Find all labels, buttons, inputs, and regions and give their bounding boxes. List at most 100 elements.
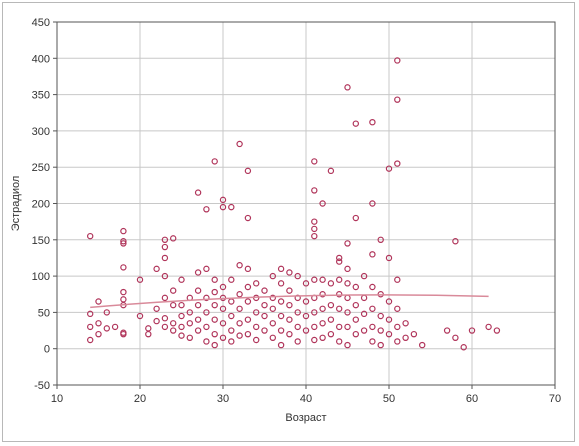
scatter-point <box>402 320 409 327</box>
scatter-point <box>319 200 326 207</box>
scatter-point <box>327 301 335 309</box>
scatter-point <box>394 160 401 167</box>
scatter-point <box>443 327 451 334</box>
scatter-point <box>302 298 310 305</box>
scatter-point <box>219 334 227 342</box>
scatter-point <box>269 294 276 302</box>
scatter-point <box>252 280 260 287</box>
scatter-point <box>319 276 326 283</box>
scatter-point <box>244 265 252 273</box>
scatter-point <box>319 291 326 298</box>
scatter-point <box>352 330 359 338</box>
y-tick-label: 150 <box>32 235 50 247</box>
scatter-point <box>244 214 252 222</box>
scatter-point <box>211 341 218 349</box>
scatter-point <box>369 118 376 126</box>
scatter-chart: 10 20 30 40 50 60 70 -50 0 50 100 150 200 250 300 350 40… <box>10 17 561 424</box>
scatter-point <box>493 327 501 334</box>
scatter-point <box>302 327 310 334</box>
scatter-point <box>377 236 384 243</box>
scatter-point <box>269 305 276 312</box>
scatter-point <box>369 200 376 207</box>
x-tick-label: 10 <box>51 393 63 405</box>
scatter-point <box>269 334 276 342</box>
scatter-point <box>252 336 260 344</box>
scatter-point <box>261 312 268 320</box>
scatter-point <box>194 287 202 294</box>
scatter-point <box>86 232 94 240</box>
scatter-point <box>311 336 318 344</box>
scatter-point <box>352 214 359 222</box>
scatter-point <box>336 305 343 312</box>
x-tick-label: 60 <box>466 393 478 405</box>
scatter-point <box>103 325 111 332</box>
scatter-point <box>319 305 326 312</box>
scatter-point <box>336 323 343 331</box>
scatter-point <box>369 323 376 331</box>
scatter-point <box>120 296 127 303</box>
scatter-point <box>369 251 376 258</box>
scatter-point <box>286 287 293 294</box>
scatter-point <box>286 301 293 309</box>
y-axis-title: Эстрадиол <box>10 176 22 232</box>
scatter-point <box>385 330 393 338</box>
y-tick-label: -50 <box>34 380 50 392</box>
scatter-point <box>377 327 384 334</box>
scatter-point <box>336 291 343 298</box>
scatter-point <box>336 254 343 262</box>
y-tick-label: 50 <box>38 307 50 319</box>
scatter-point <box>302 312 310 320</box>
scatter-point <box>186 320 193 327</box>
scatter-point <box>203 323 210 331</box>
scatter-point <box>169 235 177 242</box>
y-tick-label: 350 <box>32 90 50 102</box>
scatter-point <box>161 243 169 251</box>
scatter-point <box>269 272 276 280</box>
scatter-point <box>485 323 492 331</box>
scatter-point <box>145 330 152 338</box>
scatter-point <box>294 338 301 345</box>
scatter-point <box>327 330 335 338</box>
x-tick-label: 40 <box>300 393 312 405</box>
scatter-point <box>311 309 318 316</box>
scatter-point <box>319 334 326 342</box>
scatter-point <box>452 334 459 342</box>
scatter-point <box>385 165 393 172</box>
scatter-point <box>311 232 318 240</box>
scatter-point <box>211 158 218 165</box>
scatter-point <box>344 309 351 316</box>
scatter-point <box>360 327 368 334</box>
scatter-point <box>261 301 268 309</box>
scatter-point <box>95 298 102 305</box>
y-tick-label: 300 <box>32 126 50 138</box>
scatter-point <box>211 316 218 323</box>
x-axis-title: Возраст <box>285 412 326 424</box>
scatter-point <box>178 301 185 309</box>
scatter-point <box>228 312 235 320</box>
scatter-point <box>344 341 351 349</box>
scatter-point <box>136 312 144 320</box>
scatter-point <box>236 291 243 298</box>
scatter-point <box>252 323 260 331</box>
scatter-point <box>286 269 293 276</box>
scatter-point <box>311 218 318 225</box>
scatter-point <box>360 310 368 318</box>
scatter-point <box>385 298 393 305</box>
scatter-point <box>203 309 210 316</box>
scatter-point <box>136 276 144 283</box>
scatter-point <box>169 301 177 309</box>
scatter-point <box>311 276 318 283</box>
scatter-point <box>319 320 326 327</box>
scatter-point <box>344 280 351 287</box>
data-points <box>86 57 501 351</box>
scatter-point <box>178 312 185 320</box>
scatter-point <box>120 264 127 271</box>
scatter-point <box>178 323 185 331</box>
scatter-point <box>311 187 318 194</box>
scatter-point <box>385 316 393 323</box>
scatter-point <box>236 140 243 148</box>
scatter-point <box>394 57 401 64</box>
scatter-point <box>410 330 418 338</box>
scatter-point <box>161 254 169 262</box>
scatter-point <box>352 283 359 291</box>
